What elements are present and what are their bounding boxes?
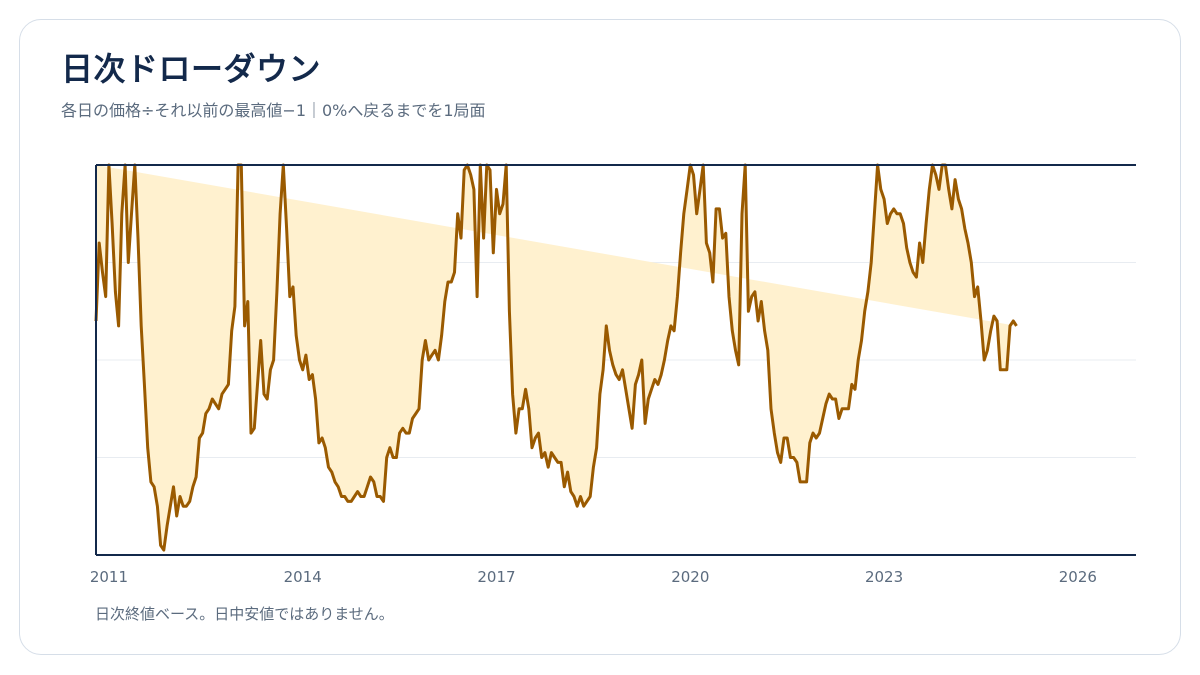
chart-title: 日次ドローダウン xyxy=(61,50,322,88)
x-tick-label-2011: 2011 xyxy=(90,568,128,586)
x-tick-label-2020: 2020 xyxy=(671,568,709,586)
x-tick-label-2026: 2026 xyxy=(1059,568,1097,586)
x-tick-labels: 2011 2014 2017 2020 2023 2026 xyxy=(90,568,1097,586)
drawdown-area xyxy=(96,165,1017,551)
x-tick-label-2023: 2023 xyxy=(865,568,903,586)
x-tick-label-2017: 2017 xyxy=(477,568,515,586)
chart-subtitle: 各日の価格÷それ以前の最高値−1｜0%へ戻るまでを1局面 xyxy=(61,101,486,120)
x-tick-label-2014: 2014 xyxy=(284,568,322,586)
chart-footnote: 日次終値ベース。日中安値ではありません。 xyxy=(95,605,394,623)
axes xyxy=(95,164,1136,556)
drawdown-line xyxy=(94,163,1018,552)
